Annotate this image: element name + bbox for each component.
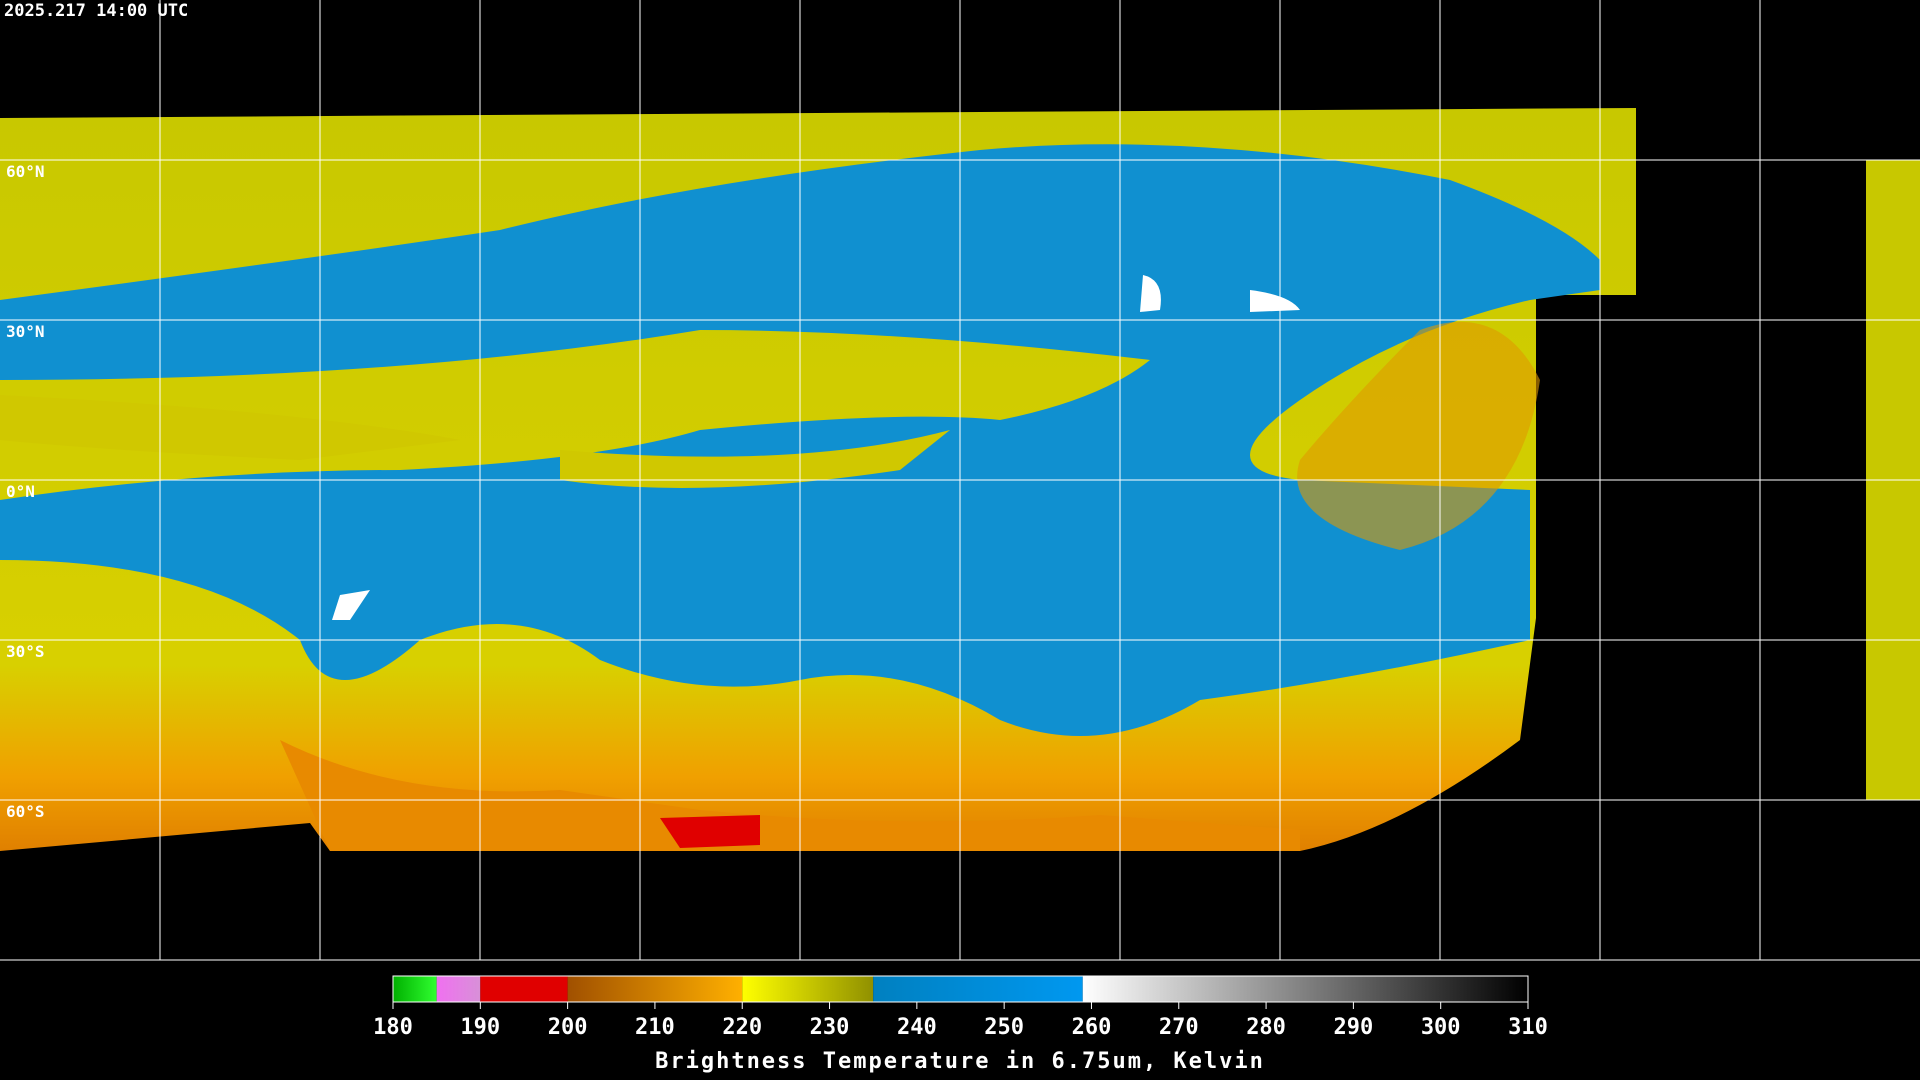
- colorbar-tick-label: 240: [897, 1015, 937, 1040]
- colorbar-tick-label: 310: [1508, 1015, 1548, 1040]
- colorbar-tick-label: 200: [548, 1015, 588, 1040]
- lat-label: 30°S: [6, 642, 45, 661]
- colorbar-segment: [480, 976, 568, 1002]
- colorbar-tick-label: 300: [1421, 1015, 1461, 1040]
- colorbar-tick-label: 270: [1159, 1015, 1199, 1040]
- colorbar: 180 190 200 210 220 230 240 250 260 270 280 290 300 3…: [373, 975, 1548, 1040]
- colorbar-tick-label: 260: [1072, 1015, 1112, 1040]
- colorbar-tick-label: 250: [984, 1015, 1024, 1040]
- colorbar-tick-label: 230: [810, 1015, 850, 1040]
- lat-label: 30°N: [6, 322, 45, 341]
- colorbar-tick-label: 210: [635, 1015, 675, 1040]
- lat-label: 60°N: [6, 162, 45, 181]
- colorbar-segment: [742, 976, 874, 1002]
- timestamp: 2025.217 14:00 UTC: [4, 1, 188, 21]
- colorbar-segment: [393, 976, 437, 1002]
- colorbar-tick-label: 290: [1334, 1015, 1374, 1040]
- colorbar-segment: [436, 976, 481, 1002]
- lat-label: 60°S: [6, 802, 45, 821]
- lat-label: 0°N: [6, 482, 35, 501]
- colorbar-frame: [392, 975, 1529, 1003]
- colorbar-segment: [873, 976, 1083, 1002]
- colorbar-tick-label: 190: [460, 1015, 500, 1040]
- colorbar-tick-label: 280: [1246, 1015, 1286, 1040]
- colorbar-tick-label: 220: [722, 1015, 762, 1040]
- colorbar-segment: [1082, 976, 1528, 1002]
- colorbar-label: Brightness Temperature in 6.75um, Kelvin: [655, 1049, 1265, 1074]
- colorbar-tick-label: 180: [373, 1015, 413, 1040]
- colorbar-segment: [567, 976, 743, 1002]
- graticule: 60°N 30°N 0°N 30°S 60°S: [0, 0, 1920, 961]
